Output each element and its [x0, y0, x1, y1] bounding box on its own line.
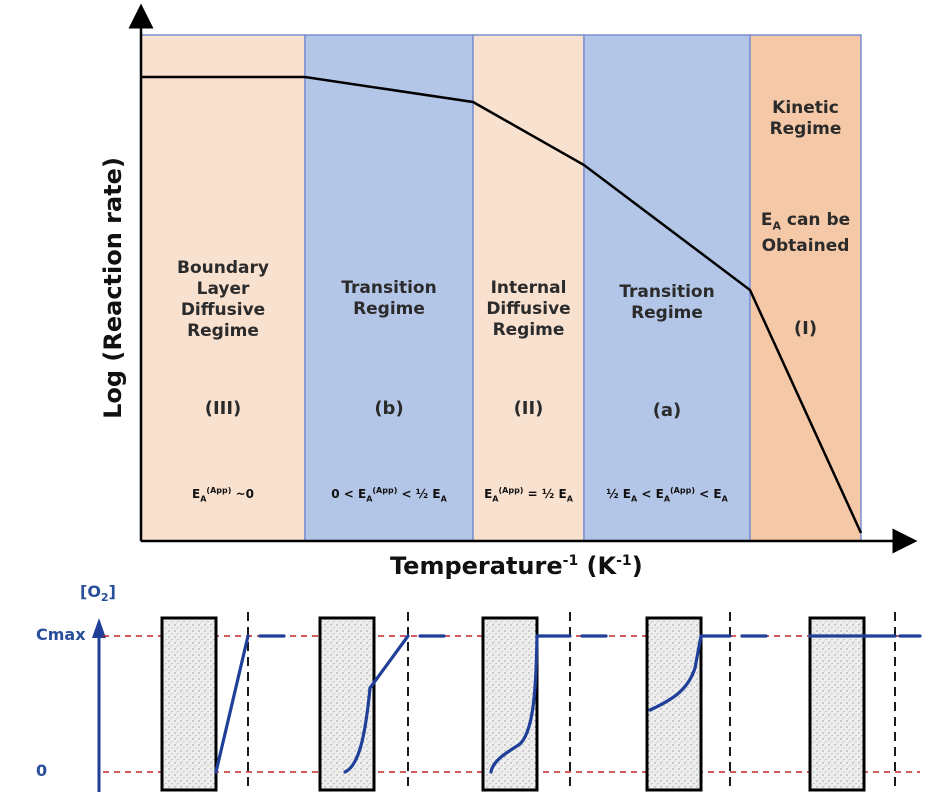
region-label-boundary-layer: Boundary Layer Diffusive Regime	[141, 258, 305, 342]
region-symbol-a: (a)	[652, 400, 682, 421]
o2-profile-transition-b	[343, 634, 410, 774]
region-label-transition-b: Transition Regime	[305, 278, 473, 320]
region-label-line: Regime	[187, 321, 259, 341]
o2-profile-boundary-layer	[214, 634, 250, 774]
region-label-line: Diffusive	[486, 299, 571, 319]
region-symbol-II: (II)	[513, 398, 544, 419]
particle-box-5	[808, 616, 866, 792]
cmax-label: Cmax	[36, 625, 86, 644]
x-axis-title: Temperature-1 (K-1)	[390, 552, 643, 580]
region-label-line: Regime	[769, 119, 842, 139]
x-axis-title-unit-exp: -1	[616, 553, 632, 569]
region-symbol-I: (I)	[793, 318, 818, 339]
particle-box-2	[318, 616, 376, 792]
x-axis-title-close: )	[631, 552, 643, 580]
zero-label: 0	[36, 761, 48, 780]
region-label-kinetic: Kinetic Regime	[750, 98, 861, 140]
o2-profile-transition-a	[648, 634, 732, 712]
region-label-line: Transition	[341, 278, 437, 298]
region-label-line: Regime	[492, 320, 565, 340]
x-axis-title-unit: (K	[578, 552, 617, 580]
region-band-kinetic	[749, 34, 862, 542]
particle-box-1	[160, 616, 218, 792]
x-axis-title-main: Temperature	[390, 552, 563, 580]
region-label-line: Regime	[353, 299, 425, 319]
region-band-transition-a	[583, 34, 751, 542]
o2-axis-arrowhead	[92, 618, 106, 638]
region-label-transition-a: Transition Regime	[584, 282, 750, 324]
region-band-internal-diffusive	[472, 34, 585, 542]
region-band-boundary-layer	[140, 34, 306, 542]
particle-box-3	[481, 616, 539, 792]
region-label-internal-diffusive: Internal Diffusive Regime	[473, 278, 584, 341]
y-axis-title: Log (Reaction rate)	[99, 157, 127, 419]
region-band-transition-b	[304, 34, 474, 542]
region-label-line: Diffusive	[180, 300, 266, 320]
region-label-line: Regime	[631, 303, 703, 323]
region-label-line: Layer	[196, 279, 250, 299]
region-symbol-III: (III)	[204, 398, 242, 419]
ea-note-kinetic: EA can be Obtained	[760, 210, 851, 257]
o2-profile-internal-diffusive	[489, 634, 572, 774]
ea-boundary-layer: EA(App) ~0	[192, 486, 254, 504]
region-label-line: Boundary	[177, 258, 269, 278]
reaction-rate-curve	[141, 75, 863, 534]
region-label-line: Kinetic	[772, 98, 839, 118]
o2-axis-label: [O2]	[80, 582, 116, 605]
region-label-line: Transition	[619, 282, 715, 302]
region-symbol-b: (b)	[374, 398, 404, 419]
regime-bands	[140, 34, 862, 542]
x-axis-title-exp: -1	[562, 553, 579, 569]
ea-transition-a: ½ EA < EA(App) < EA	[606, 486, 728, 504]
region-label-line: Internal	[490, 278, 567, 298]
ea-transition-b: 0 < EA(App) < ½ EA	[331, 486, 447, 504]
particle-box-4	[645, 616, 703, 792]
ea-internal-diffusive: EA(App) = ½ EA	[484, 486, 573, 504]
concentration-profile-panel	[92, 612, 922, 792]
